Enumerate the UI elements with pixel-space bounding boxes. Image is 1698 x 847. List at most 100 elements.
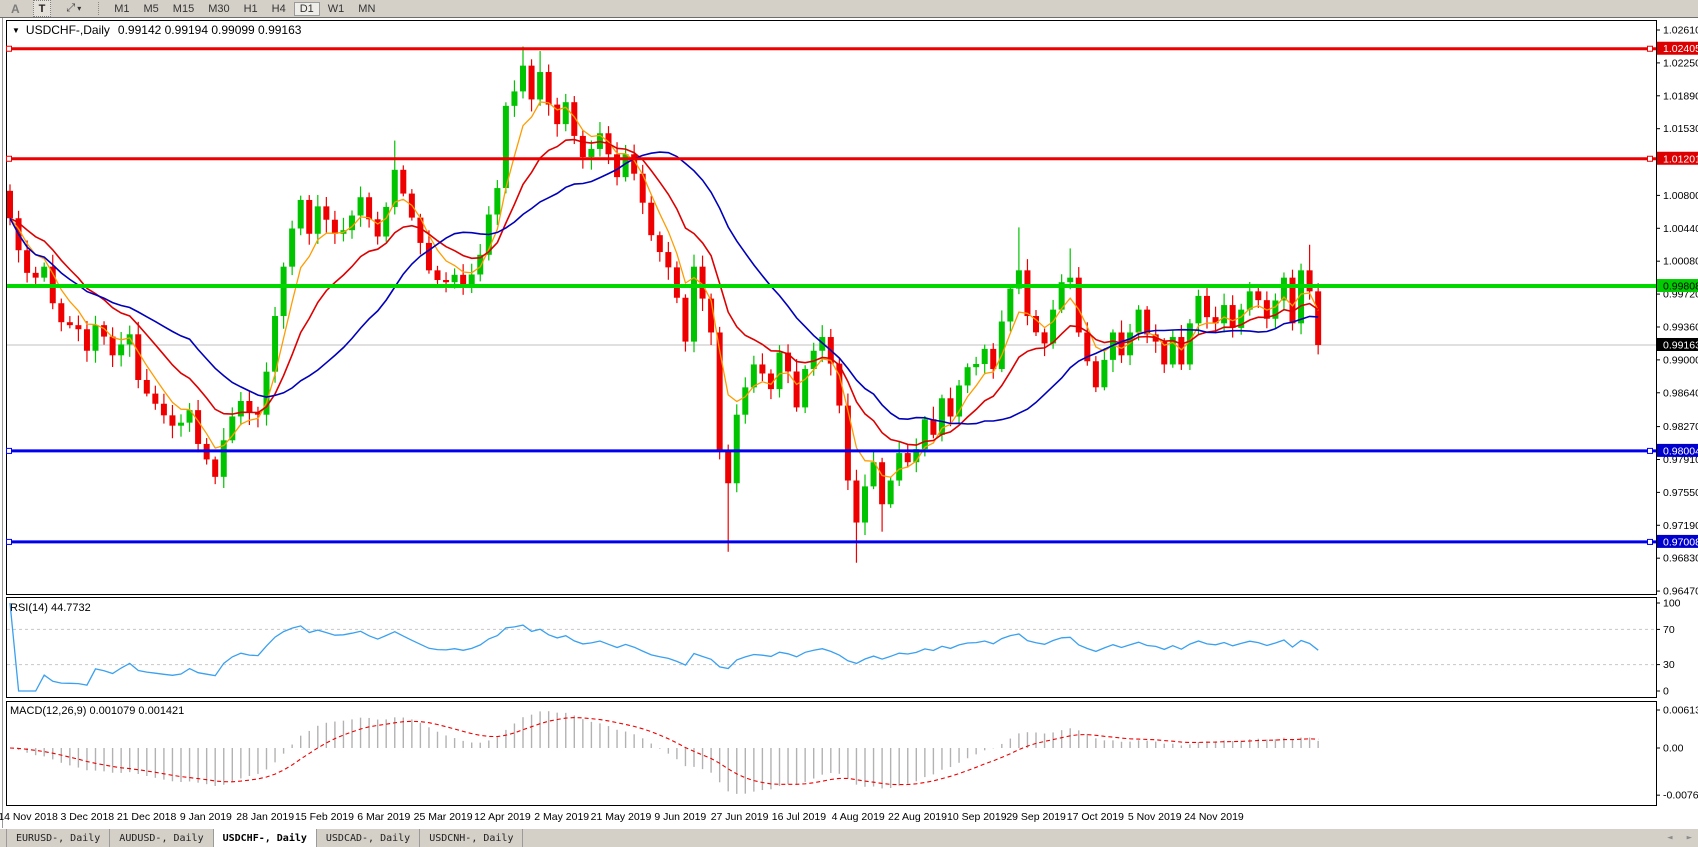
date-axis: 14 Nov 2018 3 Dec 2018 21 Dec 2018 9 Jan 20… [0, 811, 1244, 823]
timeframe-button-w1[interactable]: W1 [327, 2, 345, 15]
hline-handle[interactable] [6, 447, 12, 454]
date-label: 21 Dec 2018 [117, 811, 177, 823]
price-tick-label: 1.01530 [1663, 123, 1698, 135]
hline-handle[interactable] [6, 538, 12, 545]
chevron-down-icon: ▾ [77, 4, 82, 13]
date-label: 22 Aug 2019 [888, 811, 947, 823]
ma-line-slow [9, 151, 1319, 425]
toolbar-separator [98, 2, 100, 15]
crosshair-tool-button[interactable]: ⤢ ▾ [59, 1, 88, 16]
price-tick-label: 0.97190 [1663, 520, 1698, 532]
tab-scroll-right-icon[interactable]: ► [1686, 833, 1692, 843]
hline-handle[interactable] [1647, 155, 1653, 162]
date-label: 9 Jun 2019 [654, 811, 706, 823]
date-label: 27 Jun 2019 [711, 811, 769, 823]
text-tool-button[interactable]: A [11, 1, 20, 16]
price-tick-label: 0.96830 [1663, 553, 1698, 565]
price-tick-label: 1.00800 [1663, 190, 1698, 202]
price-tick-label: 0.97550 [1663, 487, 1698, 499]
date-label: 5 Nov 2019 [1128, 811, 1182, 823]
date-label: 21 May 2019 [591, 811, 652, 823]
timeframe-button-m30[interactable]: M30 [208, 2, 230, 15]
timeframe-button-mn[interactable]: MN [358, 2, 376, 15]
date-label: 12 Apr 2019 [474, 811, 531, 823]
crosshair-icon: ⤢ [66, 2, 76, 14]
svg-text:0.99808: 0.99808 [1663, 281, 1698, 293]
date-label: 16 Jul 2019 [772, 811, 826, 823]
price-tick-label: 0.98640 [1663, 387, 1698, 399]
chart-window: 1.02610 1.02250 1.01890 1.01530 1.00800 1.004… [0, 18, 1698, 828]
chart-title: ▼ USDCHF-,Daily 0.99142 0.99194 0.99099 0.… [12, 23, 301, 37]
macd-indicator-label: MACD(12,26,9) 0.001079 0.001421 [10, 705, 185, 717]
timeframe-button-h4[interactable]: H4 [271, 2, 286, 15]
main-panel-frame [6, 20, 1657, 595]
timeframe-button-d1[interactable]: D1 [293, 1, 320, 16]
rsi-panel: 100 70 30 0 [7, 598, 1681, 698]
date-label: 15 Feb 2019 [295, 811, 354, 823]
hline-price-badge [1657, 534, 1698, 548]
date-label: 29 Sep 2019 [1006, 811, 1066, 823]
hline-price-badge [1657, 41, 1698, 55]
label-tool-button[interactable]: T [32, 0, 52, 17]
date-label: 6 Mar 2019 [357, 811, 410, 823]
timeframe-button-h1[interactable]: H1 [243, 2, 258, 15]
tab-audusd[interactable]: AUDUSD-, Daily [110, 829, 214, 847]
price-axis: 1.02610 1.02250 1.01890 1.01530 1.00800 1.004… [1657, 25, 1698, 598]
tab-eurusd[interactable]: EURUSD-, Daily [6, 829, 111, 847]
svg-text:0.99163: 0.99163 [1663, 339, 1698, 351]
date-label: 14 Nov 2018 [0, 811, 58, 823]
toolbar: A T ⤢ ▾ M1 M5 M15 M30 H1 H4 D1 W1 MN [0, 0, 1698, 18]
date-label: 24 Nov 2019 [1184, 811, 1244, 823]
hline-handle[interactable] [1647, 447, 1653, 454]
price-tick-label: 1.00440 [1663, 223, 1698, 235]
date-label: 4 Aug 2019 [832, 811, 885, 823]
price-tick-label: 0.99000 [1663, 354, 1698, 366]
macd-signal-line [9, 717, 1319, 786]
date-label: 17 Oct 2019 [1067, 811, 1124, 823]
date-label: 3 Dec 2018 [60, 811, 114, 823]
hline-price-badge [1657, 151, 1698, 165]
rsi-tick-label: 70 [1663, 624, 1675, 636]
rsi-tick-label: 0 [1663, 686, 1669, 698]
rsi-panel-frame [6, 597, 1657, 698]
timeframe-button-m1[interactable]: M1 [114, 2, 130, 15]
tab-usdcnh[interactable]: USDCNH-, Daily [420, 829, 524, 847]
timeframe-button-m15[interactable]: M15 [172, 2, 195, 15]
symbol-timeframe-label: USDCHF-,Daily [25, 23, 110, 37]
date-label: 9 Jan 2019 [180, 811, 232, 823]
price-tick-label: 1.02610 [1663, 25, 1698, 37]
hline-handle[interactable] [1647, 538, 1653, 545]
hline-price-badge [1657, 279, 1698, 293]
rsi-line [9, 602, 1319, 692]
date-label: 10 Sep 2019 [947, 811, 1007, 823]
date-label: 25 Mar 2019 [414, 811, 473, 823]
price-tick-label: 1.01890 [1663, 90, 1698, 102]
svg-text:0.97008: 0.97008 [1663, 536, 1698, 548]
price-tick-label: 0.99360 [1663, 321, 1698, 333]
price-tick-label: 0.98270 [1663, 421, 1698, 433]
macd-tick-label: 0.00613 [1663, 705, 1698, 717]
timeframe-button-m5[interactable]: M5 [143, 2, 159, 15]
date-label: 28 Jan 2019 [236, 811, 294, 823]
rsi-tick-label: 100 [1663, 598, 1681, 610]
price-tick-label: 1.00080 [1663, 256, 1698, 268]
svg-text:1.02405: 1.02405 [1663, 43, 1698, 55]
tab-usdcad[interactable]: USDCAD-, Daily [317, 829, 421, 847]
hline-handle[interactable] [6, 45, 12, 52]
tab-scroll-left-icon[interactable]: ◄ [1667, 833, 1673, 843]
chart-plot-area[interactable]: 1.02610 1.02250 1.01890 1.01530 1.00800 1.004… [0, 18, 1698, 828]
ma-line-mid [9, 138, 1319, 446]
current-price-badge [1657, 337, 1698, 351]
hline-handle[interactable] [1647, 45, 1653, 52]
macd-tick-label: 0.00 [1663, 743, 1684, 755]
rsi-indicator-label: RSI(14) 44.7732 [10, 602, 91, 614]
symbol-dropdown-icon[interactable]: ▼ [12, 26, 20, 35]
price-tick-label: 1.02250 [1663, 57, 1698, 69]
hline-handle[interactable] [6, 155, 12, 162]
price-tick-label: 0.96470 [1663, 586, 1698, 598]
tab-usdchf[interactable]: USDCHF-, Daily [213, 829, 317, 847]
hline-price-badge [1657, 443, 1698, 457]
rsi-tick-label: 30 [1663, 659, 1675, 671]
